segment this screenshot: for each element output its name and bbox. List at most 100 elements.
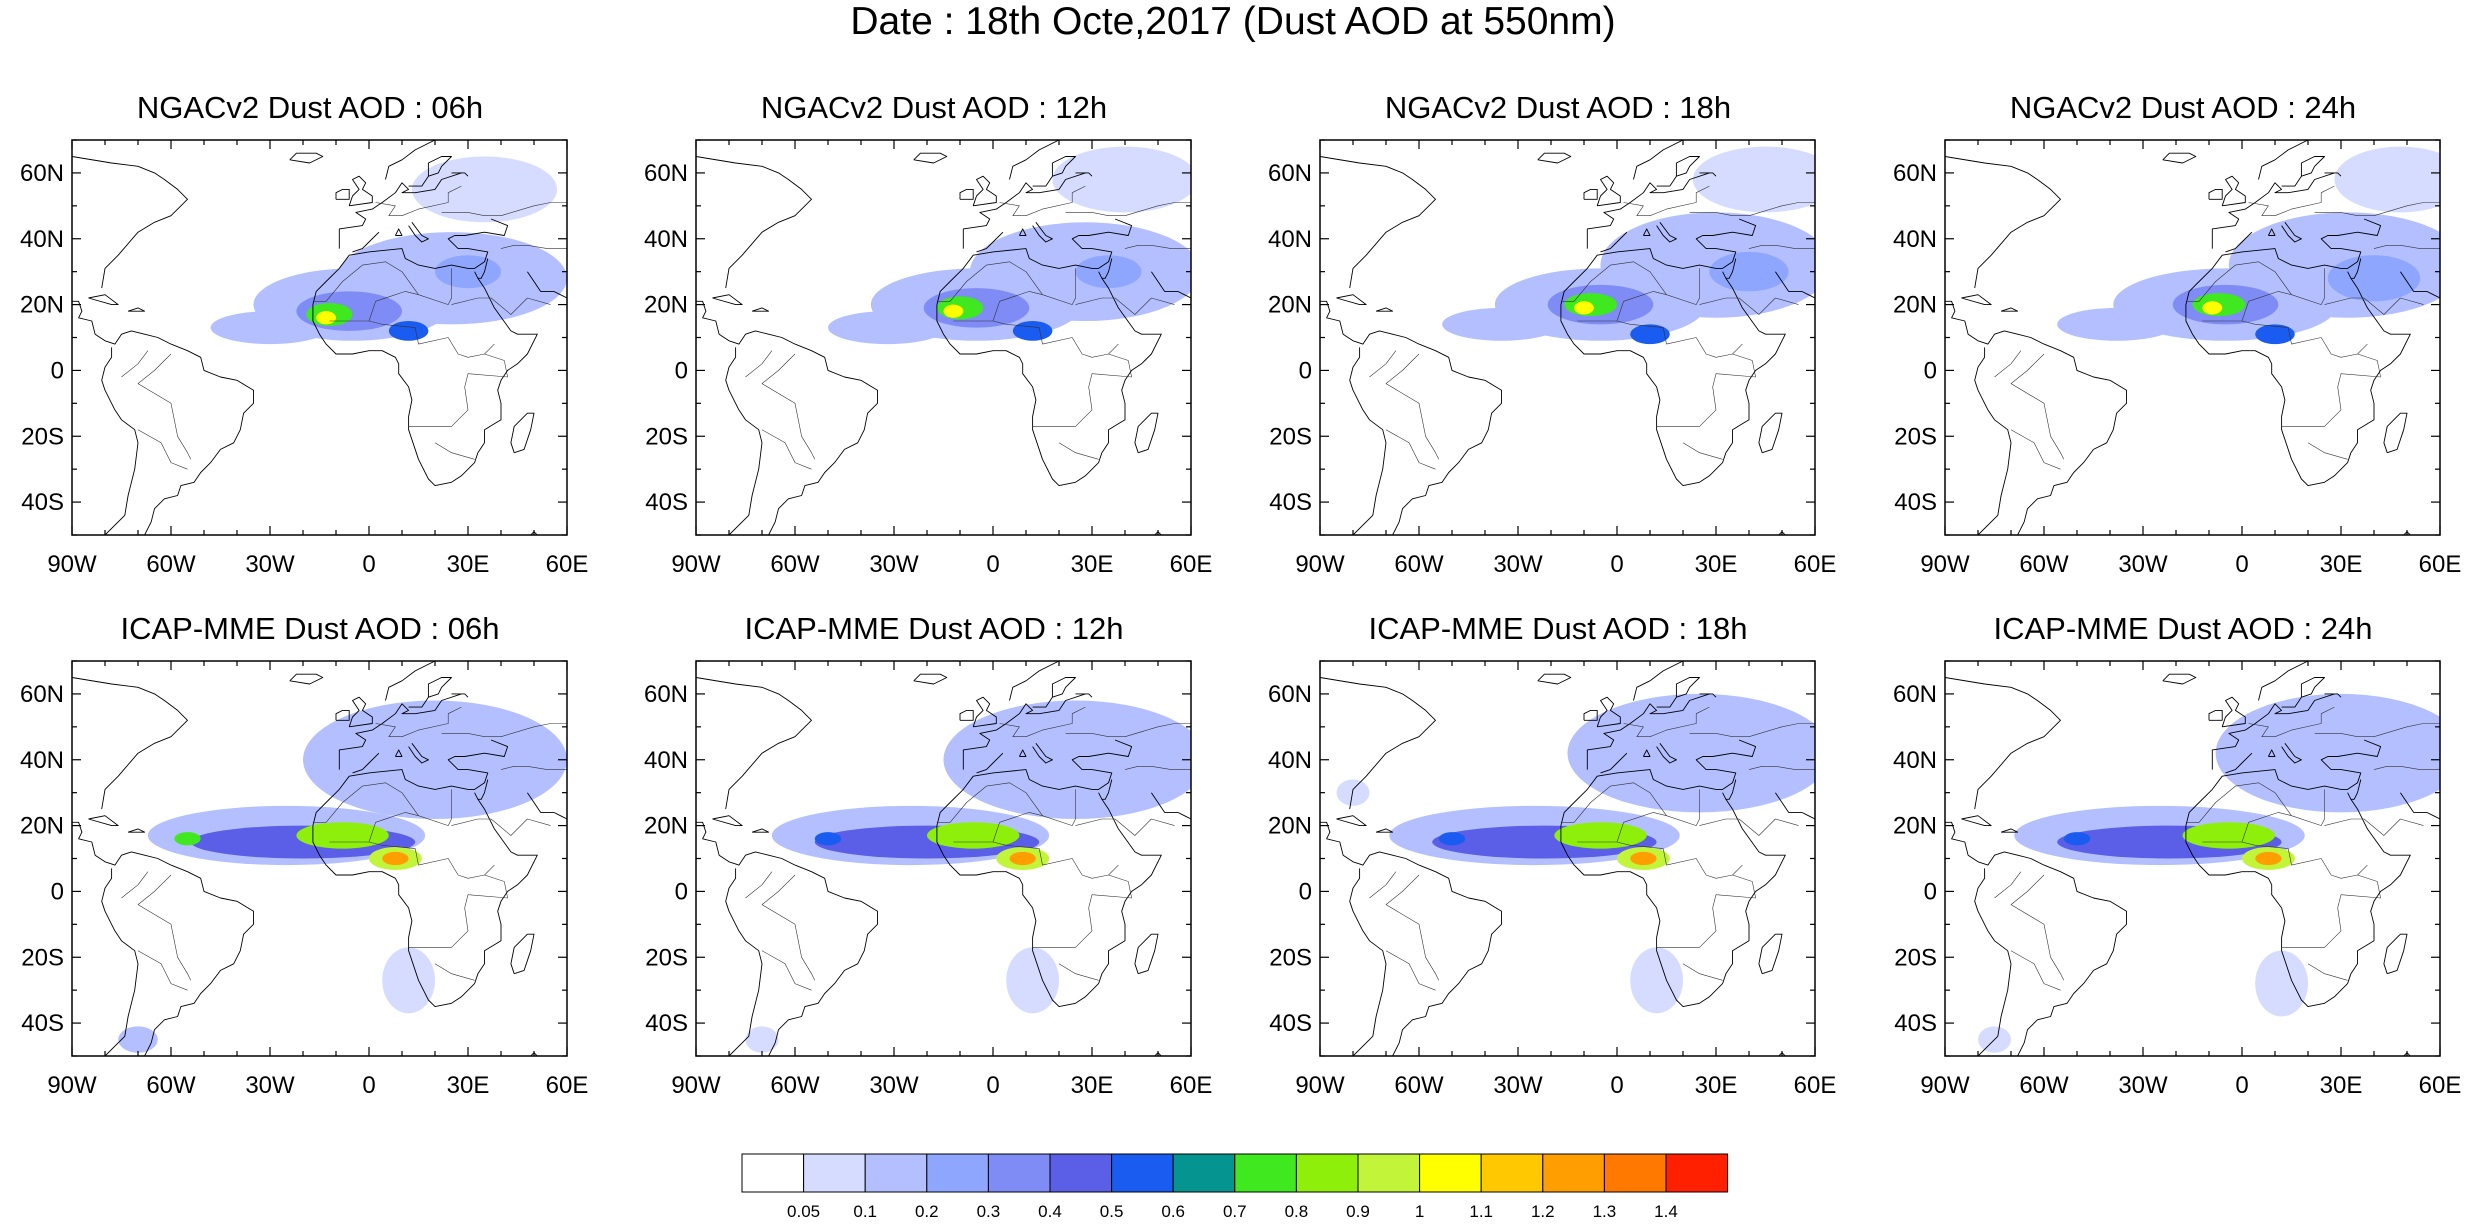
country-border xyxy=(2202,320,2368,358)
lat-tick-label: 40S xyxy=(645,489,688,516)
country-border xyxy=(1032,353,1132,427)
map-panel-icap-mme-06h: ICAP-MME Dust AOD : 06h 60N 40N 20N 0 20S 40S 9… xyxy=(0,609,620,1129)
coastline xyxy=(1032,743,1053,764)
coastline xyxy=(1537,673,1572,685)
axis-ticks xyxy=(1319,139,1816,536)
colorbar-label: 1.2 xyxy=(1531,1202,1555,1221)
country-border xyxy=(1369,871,1397,899)
coastline xyxy=(1134,933,1159,975)
coastline xyxy=(2225,231,2253,253)
lon-tick-label: 30E xyxy=(2320,551,2363,578)
coastline xyxy=(913,152,948,164)
axis-ticks xyxy=(695,139,1192,536)
lon-tick-label: 60E xyxy=(1170,551,1213,578)
aod-contour-patch xyxy=(1692,146,1815,213)
country-border xyxy=(451,297,551,315)
coastline xyxy=(352,231,380,253)
lon-tick-label: 90W xyxy=(671,1072,721,1099)
coastline xyxy=(385,140,468,180)
lon-tick-label: 60E xyxy=(1170,1072,1213,1099)
lat-tick-label: 40N xyxy=(644,747,688,774)
country-border xyxy=(936,261,1076,305)
country-border xyxy=(1699,297,1799,315)
aod-contour-patch xyxy=(2182,822,2275,849)
panel-title: NGACv2 Dust AOD : 06h xyxy=(136,90,484,125)
coastline xyxy=(72,821,254,1056)
country-border xyxy=(408,353,508,427)
colorbar-label: 0.2 xyxy=(915,1202,939,1221)
colorbar-swatch xyxy=(987,1153,1051,1193)
lon-tick-label: 60W xyxy=(146,1072,196,1099)
country-border xyxy=(999,185,1086,216)
lon-tick-label: 0 xyxy=(1610,1072,1623,1099)
lat-tick-label: 40N xyxy=(1893,226,1937,253)
lon-tick-label: 60W xyxy=(2019,551,2069,578)
lat-tick-label: 20S xyxy=(21,423,64,450)
coastline xyxy=(696,821,878,1056)
colorbar-swatch xyxy=(1542,1153,1605,1193)
lat-tick-label: 0 xyxy=(1299,357,1312,384)
lon-tick-label: 30W xyxy=(869,1072,919,1099)
coastline xyxy=(2185,218,2382,305)
coastline xyxy=(312,792,538,1008)
coastline xyxy=(2324,693,2342,698)
country-border xyxy=(137,874,192,981)
coastline xyxy=(1642,228,1651,236)
country-border xyxy=(375,185,462,216)
country-border xyxy=(2241,812,2292,843)
lat-tick-label: 60N xyxy=(1268,681,1312,708)
coastlines xyxy=(696,140,1191,535)
coastline xyxy=(1018,749,1027,757)
lon-tick-label: 60W xyxy=(2019,1072,2069,1099)
country-border xyxy=(953,841,1119,879)
coastline xyxy=(2281,677,2325,708)
country-border xyxy=(2010,874,2065,981)
coastline xyxy=(976,231,1004,253)
coastline xyxy=(2267,228,2276,236)
coastlines xyxy=(72,140,567,535)
lon-tick-label: 30E xyxy=(1071,551,1114,578)
coastline xyxy=(1032,222,1053,243)
aod-contour-patch xyxy=(2063,832,2091,846)
lon-tick-label: 60E xyxy=(546,1072,589,1099)
country-border xyxy=(368,812,419,843)
aod-contour-patch xyxy=(1709,251,1789,292)
coastline xyxy=(1596,696,1621,728)
country-border xyxy=(2281,353,2381,427)
aod-contour-patch xyxy=(943,304,964,318)
country-border xyxy=(1385,950,1436,991)
country-border xyxy=(1699,818,1799,836)
coastline xyxy=(72,677,188,810)
dust-aod-field xyxy=(745,700,1191,1053)
country-border xyxy=(368,291,419,322)
lon-tick-label: 30E xyxy=(1695,551,1738,578)
coastline xyxy=(976,752,1004,774)
lon-tick-label: 90W xyxy=(47,1072,97,1099)
country-border xyxy=(1623,185,1710,216)
country-border xyxy=(2373,245,2440,249)
country-border xyxy=(953,320,1119,358)
coastline xyxy=(1018,228,1027,236)
lat-tick-label: 60N xyxy=(20,160,64,187)
country-border xyxy=(434,442,475,460)
colorbar-swatch xyxy=(1419,1153,1482,1193)
coastline xyxy=(1560,739,1757,826)
colorbar-label: 0.05 xyxy=(787,1202,820,1221)
aod-contour-patch xyxy=(814,832,842,846)
axis-ticks xyxy=(1319,660,1816,1057)
country-border xyxy=(2202,841,2368,879)
coastline xyxy=(1945,821,2127,1056)
coastline xyxy=(962,172,1086,249)
country-border xyxy=(2314,202,2440,216)
dust-aod-field xyxy=(1978,693,2440,1053)
coastline xyxy=(477,779,489,800)
coastline xyxy=(751,828,770,833)
country-border xyxy=(441,723,567,737)
aod-contour-patch xyxy=(2057,307,2176,341)
coastline xyxy=(972,175,997,207)
country-border xyxy=(1075,818,1175,836)
lat-tick-label: 40S xyxy=(645,1010,688,1037)
coastlines xyxy=(696,661,1191,1056)
lat-tick-label: 60N xyxy=(644,681,688,708)
coastline xyxy=(88,815,119,827)
